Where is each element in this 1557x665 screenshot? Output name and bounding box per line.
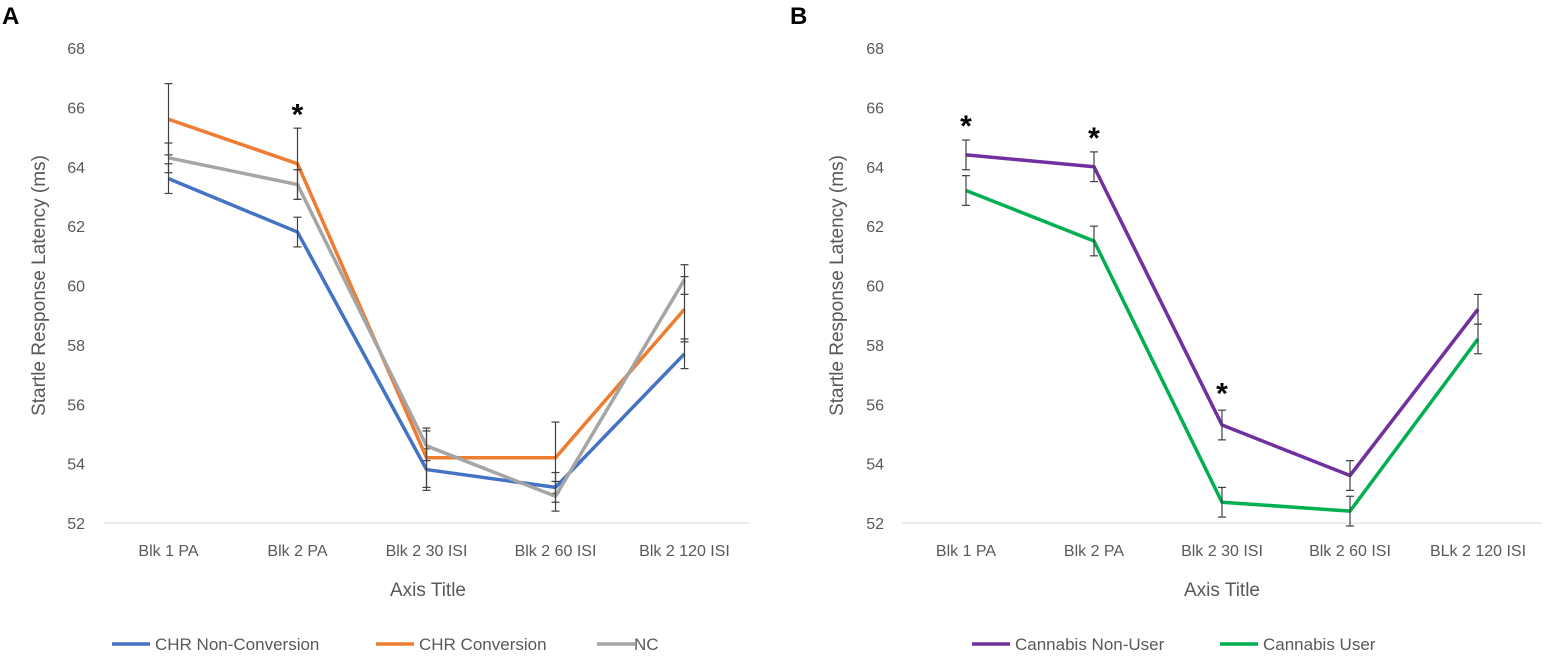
y-tick-label: 60 — [67, 279, 85, 296]
panel-letter-b: B — [790, 3, 807, 30]
error-bar — [293, 216, 302, 248]
y-tick-label: 64 — [866, 160, 884, 177]
legend-label: Cannabis Non-User — [1015, 635, 1165, 654]
series-line-cannabis-user — [965, 188, 1480, 513]
x-tick-label: Blk 2 PA — [267, 543, 328, 560]
error-bar — [1346, 460, 1354, 491]
y-tick-label: 56 — [866, 397, 884, 414]
error-bar — [680, 338, 689, 370]
y-tick-label: 66 — [866, 100, 884, 117]
chart-panel-b: 52 54 56 58 60 62 64 66 68 Blk 1 PA Blk 2 PA Blk 2 … — [827, 41, 1542, 654]
legend-label: Cannabis User — [1263, 635, 1376, 654]
y-tick-label: 54 — [67, 457, 85, 474]
significance-star: * — [292, 98, 304, 131]
legend-item: CHR Non-Conversion — [112, 635, 319, 654]
y-tick-label: 68 — [67, 41, 85, 58]
x-tick-label: BLk 2 120 ISI — [1430, 543, 1526, 560]
x-tick-label: Blk 1 PA — [138, 543, 199, 560]
significance-star: * — [960, 110, 972, 143]
y-axis-title: Startle Response Latency (ms) — [29, 155, 50, 416]
chart-panel-a: 52 54 56 58 60 62 64 66 68 Blk 1 PA Blk 2 PA Blk 2 … — [29, 41, 749, 654]
x-tick-label: Blk 2 60 ISI — [1309, 543, 1391, 560]
x-tick-label: Blk 2 120 ISI — [639, 543, 730, 560]
y-tick-label: 52 — [67, 516, 85, 533]
y-axis-title: Startle Response Latency (ms) — [827, 155, 848, 416]
legend-item: CHR Conversion — [376, 635, 547, 654]
error-bar — [1474, 323, 1482, 355]
x-tick-label: Blk 2 30 ISI — [1181, 543, 1263, 560]
error-bar — [551, 480, 560, 512]
y-tick-label: 66 — [67, 100, 85, 117]
y-tick-label: 62 — [866, 219, 884, 236]
y-tick-label: 56 — [67, 397, 85, 414]
error-bar — [1090, 151, 1098, 183]
error-bar — [1218, 486, 1226, 518]
y-tick-label: 58 — [866, 338, 884, 355]
error-bar — [164, 142, 173, 174]
y-tick-label: 62 — [67, 219, 85, 236]
error-bar — [962, 139, 970, 171]
error-bar — [1346, 495, 1354, 527]
error-bar — [1218, 409, 1226, 441]
x-tick-label: Blk 1 PA — [936, 543, 997, 560]
legend-label: NC — [634, 635, 659, 654]
x-axis-title: Axis Title — [390, 580, 466, 601]
legend-item: Cannabis Non-User — [972, 635, 1165, 654]
x-tick-label: Blk 2 PA — [1064, 543, 1125, 560]
error-bar — [422, 430, 431, 462]
y-tick-label: 60 — [866, 279, 884, 296]
legend-label: CHR Conversion — [419, 635, 547, 654]
legend-item: Cannabis User — [1220, 635, 1376, 654]
error-bar — [1474, 293, 1482, 325]
significance-star: * — [1088, 122, 1100, 155]
legend-label: CHR Non-Conversion — [155, 635, 319, 654]
y-tick-label: 64 — [67, 160, 85, 177]
panel-letter-a: A — [2, 3, 19, 30]
x-tick-label: Blk 2 60 ISI — [515, 543, 597, 560]
significance-star: * — [1216, 377, 1228, 410]
error-bar — [680, 264, 689, 296]
y-tick-label: 68 — [866, 41, 884, 58]
error-bar — [962, 175, 970, 206]
y-tick-label: 54 — [866, 457, 884, 474]
y-tick-label: 52 — [866, 516, 884, 533]
x-axis-title: Axis Title — [1184, 580, 1260, 601]
legend-item: NC — [597, 635, 659, 654]
error-bar — [1090, 225, 1098, 257]
x-tick-label: Blk 2 30 ISI — [386, 543, 468, 560]
error-bar — [293, 169, 302, 201]
y-tick-label: 58 — [67, 338, 85, 355]
